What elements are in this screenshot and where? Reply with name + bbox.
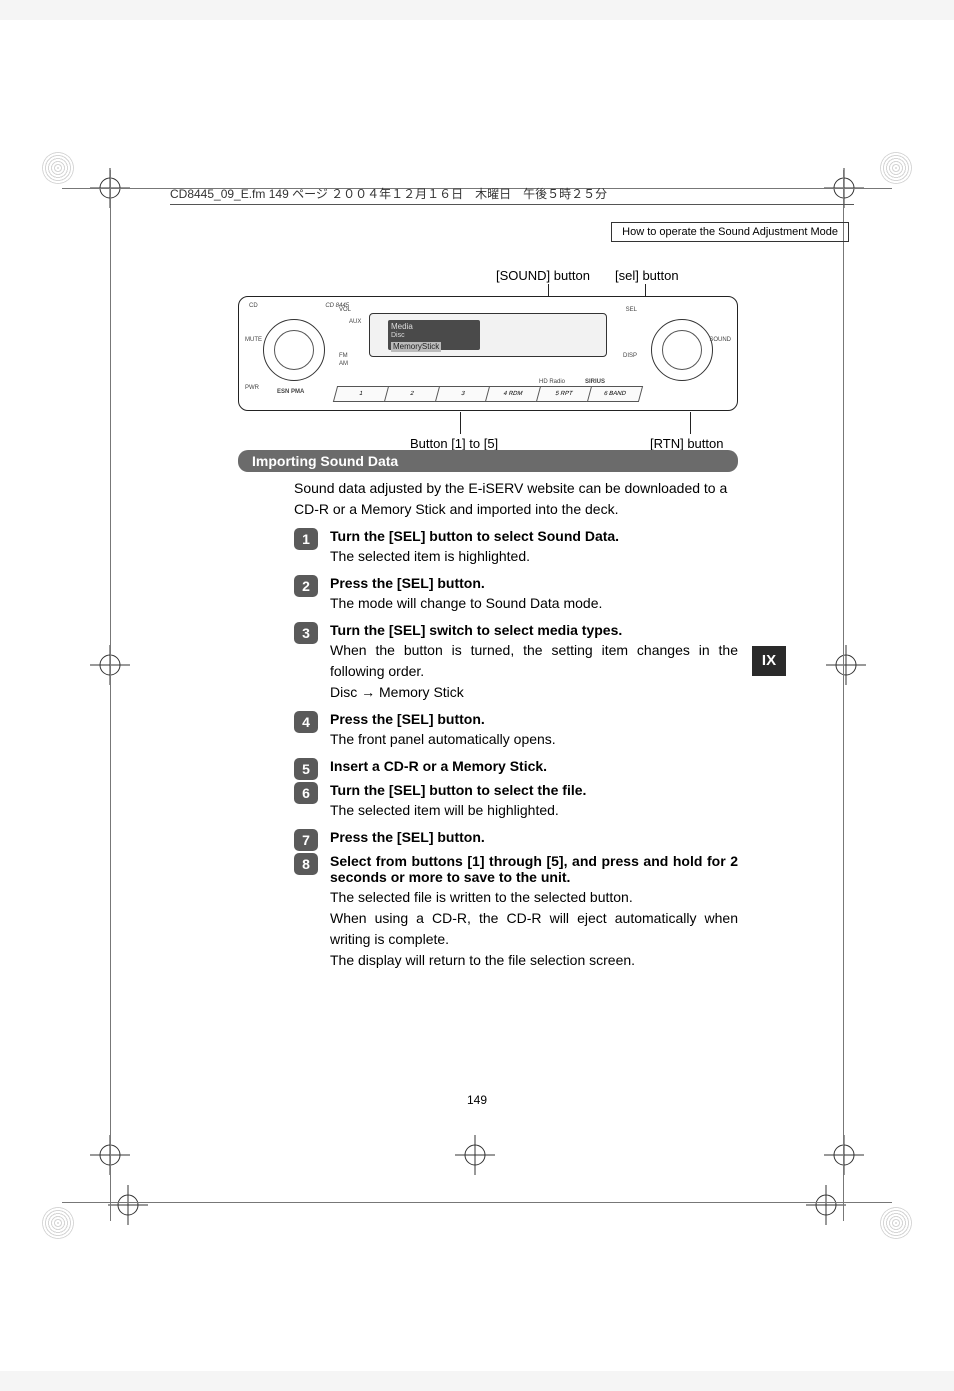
crop-line [843, 170, 844, 1221]
diagram-media-box: Media Disc MemoryStick [388, 320, 480, 350]
diagram-button-row: 1 2 3 4 RDM 5 RPT 6 BAND [335, 386, 641, 402]
registration-mark-icon [826, 645, 866, 685]
diagram-media-sub: Disc [391, 332, 477, 340]
diagram-button: 6 BAND [587, 386, 643, 402]
step-item: 1 Turn the [SEL] button to select Sound … [294, 528, 738, 567]
diagram-label: DISP [623, 353, 637, 359]
diagram-label: SOUND [709, 337, 731, 343]
left-knob-icon [263, 319, 325, 381]
leader-line [460, 412, 461, 434]
intro-paragraph: Sound data adjusted by the E-iSERV websi… [294, 478, 738, 520]
step-item: 2 Press the [SEL] button. The mode will … [294, 575, 738, 614]
crop-ornament [880, 152, 912, 184]
step-body: The selected item will be highlighted. [330, 800, 738, 821]
diagram-label: MUTE [245, 337, 262, 343]
step-item: 6 Turn the [SEL] button to select the fi… [294, 782, 738, 821]
crop-ornament [42, 152, 74, 184]
registration-mark-icon [824, 1135, 864, 1175]
step-body: Disc → Memory Stick [330, 682, 738, 703]
crop-ornament [42, 1207, 74, 1239]
step-body: The display will return to the file sele… [330, 950, 738, 971]
diagram-label: CD [249, 303, 258, 309]
callout-sel-button: [sel] button [615, 268, 679, 283]
right-knob-icon [651, 319, 713, 381]
diagram-label: AM [339, 361, 348, 367]
manual-page: CD8445_09_E.fm 149 ページ ２００４年１２月１６日 木曜日 午… [0, 20, 954, 1371]
step-item: 5 Insert a CD-R or a Memory Stick. [294, 758, 738, 774]
step-title: Insert a CD-R or a Memory Stick. [330, 758, 738, 774]
step-body: When using a CD-R, the CD-R will eject a… [330, 908, 738, 950]
registration-mark-icon [806, 1185, 846, 1225]
diagram-memorystick: MemoryStick [391, 342, 441, 352]
step-body: The selected item is highlighted. [330, 546, 738, 567]
callout-sound-button: [SOUND] button [496, 268, 590, 283]
section-heading: Importing Sound Data [238, 450, 738, 472]
step-title: Turn the [SEL] switch to select media ty… [330, 622, 738, 638]
step-body: When the button is turned, the setting i… [330, 640, 738, 682]
registration-mark-icon [455, 1135, 495, 1175]
diagram-label: PWR [245, 385, 259, 391]
diagram-media-title: Media [391, 322, 477, 332]
diagram-model: CD 8445 [325, 303, 349, 309]
diagram-mark: ESN PMA [277, 389, 304, 395]
step-title: Select from buttons [1] through [5], and… [330, 853, 738, 885]
step-body: The selected file is written to the sele… [330, 887, 738, 908]
diagram-mark: HD Radio [539, 379, 565, 385]
step-title: Press the [SEL] button. [330, 575, 738, 591]
step-number: 8 [294, 853, 318, 875]
step-number: 1 [294, 528, 318, 550]
step-number: 4 [294, 711, 318, 733]
chapter-tab: IX [752, 646, 786, 676]
step-title: Press the [SEL] button. [330, 829, 738, 845]
step-title: Turn the [SEL] button to select the file… [330, 782, 738, 798]
callout-rtn-button: [RTN] button [650, 436, 723, 451]
crop-ornament [880, 1207, 912, 1239]
step-item: 4 Press the [SEL] button. The front pane… [294, 711, 738, 750]
step-number: 2 [294, 575, 318, 597]
steps-list: 1 Turn the [SEL] button to select Sound … [294, 528, 738, 979]
diagram-screen: Media Disc MemoryStick [369, 313, 607, 357]
source-file-header: CD8445_09_E.fm 149 ページ ２００４年１２月１６日 木曜日 午… [170, 185, 854, 205]
step-item: 7 Press the [SEL] button. [294, 829, 738, 845]
step-body: The mode will change to Sound Data mode. [330, 593, 738, 614]
diagram-button: 2 [384, 386, 439, 402]
diagram-label: AUX [349, 319, 361, 325]
diagram-button: 4 RDM [485, 386, 540, 402]
diagram-button: 1 [333, 386, 388, 402]
diagram-button: 3 [435, 386, 490, 402]
step-body: The front panel automatically opens. [330, 729, 738, 750]
step-number: 5 [294, 758, 318, 780]
step-title: Press the [SEL] button. [330, 711, 738, 727]
leader-line [690, 412, 691, 434]
diagram-mark: SIRIUS [585, 379, 605, 385]
registration-mark-icon [108, 1185, 148, 1225]
step-item: 3 Turn the [SEL] switch to select media … [294, 622, 738, 703]
step-number: 7 [294, 829, 318, 851]
page-number: 149 [0, 1093, 954, 1107]
breadcrumb: How to operate the Sound Adjustment Mode [611, 222, 849, 242]
diagram-label: SEL [626, 307, 637, 313]
step-number: 3 [294, 622, 318, 644]
crop-line [110, 170, 111, 1221]
callout-buttons-1-5: Button [1] to [5] [410, 436, 498, 451]
step-item: 8 Select from buttons [1] through [5], a… [294, 853, 738, 971]
step-number: 6 [294, 782, 318, 804]
diagram-label: FM [339, 353, 348, 359]
step-title: Turn the [SEL] button to select Sound Da… [330, 528, 738, 544]
diagram-button: 5 RPT [536, 386, 591, 402]
crop-line [62, 1202, 892, 1203]
device-diagram: CD VOL AUX MUTE FM AM PWR SEL SOUND DISP… [238, 296, 738, 411]
